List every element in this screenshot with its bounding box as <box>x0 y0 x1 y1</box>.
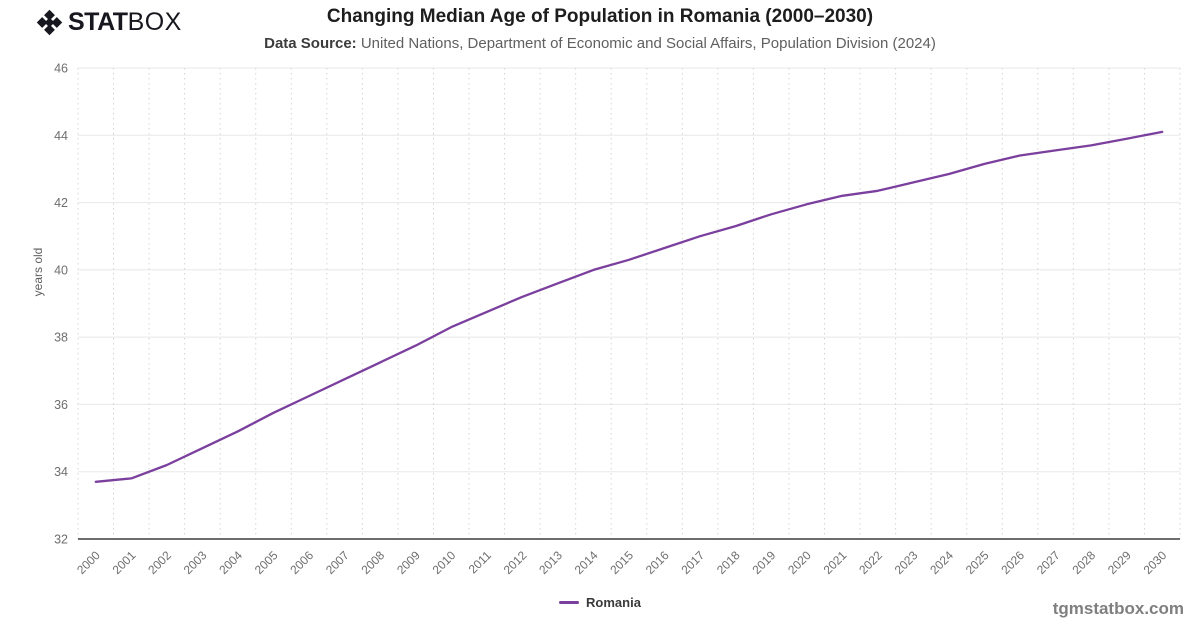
data-source-label: Data Source: <box>264 35 357 52</box>
x-tick-label: 2003 <box>181 548 210 577</box>
x-tick-label: 2001 <box>110 548 139 577</box>
x-tick-label: 2023 <box>892 548 921 577</box>
y-tick-label: 42 <box>54 196 68 210</box>
x-tick-label: 2026 <box>998 548 1027 577</box>
x-tick-label: 2030 <box>1141 548 1170 577</box>
y-tick-label: 34 <box>54 465 68 479</box>
y-tick-label: 40 <box>54 263 68 277</box>
statbox-logo: STATBOX <box>36 9 182 36</box>
x-tick-label: 2005 <box>252 548 281 577</box>
x-tick-label: 2020 <box>785 548 814 577</box>
statbox-diamond-icon <box>36 9 63 36</box>
x-tick-label: 2004 <box>216 548 245 577</box>
legend-label: Romania <box>586 595 641 610</box>
x-tick-label: 2019 <box>750 548 779 577</box>
x-tick-label: 2010 <box>430 548 459 577</box>
x-tick-label: 2008 <box>359 548 388 577</box>
logo-wordmark: STATBOX <box>68 9 182 36</box>
x-tick-label: 2028 <box>1069 548 1098 577</box>
x-tick-label: 2024 <box>927 548 956 577</box>
x-tick-label: 2016 <box>643 548 672 577</box>
x-tick-label: 2017 <box>678 548 707 577</box>
x-tick-label: 2009 <box>394 548 423 577</box>
logo-box: BOX <box>127 8 182 36</box>
x-tick-label: 2011 <box>466 548 494 576</box>
x-tick-label: 2021 <box>821 548 850 577</box>
median-age-line-chart: 32 34 36 38 40 42 44 46 2000 2001 2002 2003 2004 2005… <box>54 62 1181 577</box>
site-credit: tgmstatbox.com <box>1052 599 1184 618</box>
x-tick-label: 2006 <box>287 548 316 577</box>
x-tick-label: 2015 <box>607 548 636 577</box>
y-tick-label: 46 <box>54 62 68 76</box>
y-tick-label: 44 <box>54 129 68 143</box>
data-source-subtitle: Data Source: United Nations, Department … <box>0 35 1200 52</box>
logo-stat: STAT <box>68 8 128 36</box>
page-title: Changing Median Age of Population in Rom… <box>326 6 874 27</box>
x-tick-label: 2013 <box>536 548 565 577</box>
x-tick-label: 2018 <box>714 548 743 577</box>
x-tick-label: 2027 <box>1034 548 1063 577</box>
y-tick-label: 32 <box>54 533 68 547</box>
y-tick-label: 36 <box>54 398 68 412</box>
series-line-romania <box>94 130 1164 483</box>
x-tick-label: 2007 <box>323 548 352 577</box>
legend-line-swatch <box>559 601 580 604</box>
y-tick-label: 38 <box>54 331 68 345</box>
x-tick-label: 2012 <box>501 548 530 577</box>
x-tick-label: 2014 <box>572 548 601 577</box>
x-tick-label: 2022 <box>856 548 885 577</box>
chart-legend: Romania <box>0 595 1200 610</box>
x-tick-label: 2000 <box>74 548 103 577</box>
data-source-text: United Nations, Department of Economic a… <box>356 35 936 52</box>
x-tick-label: 2025 <box>963 548 992 577</box>
x-tick-label: 2029 <box>1105 548 1134 577</box>
x-tick-label: 2002 <box>145 548 174 577</box>
